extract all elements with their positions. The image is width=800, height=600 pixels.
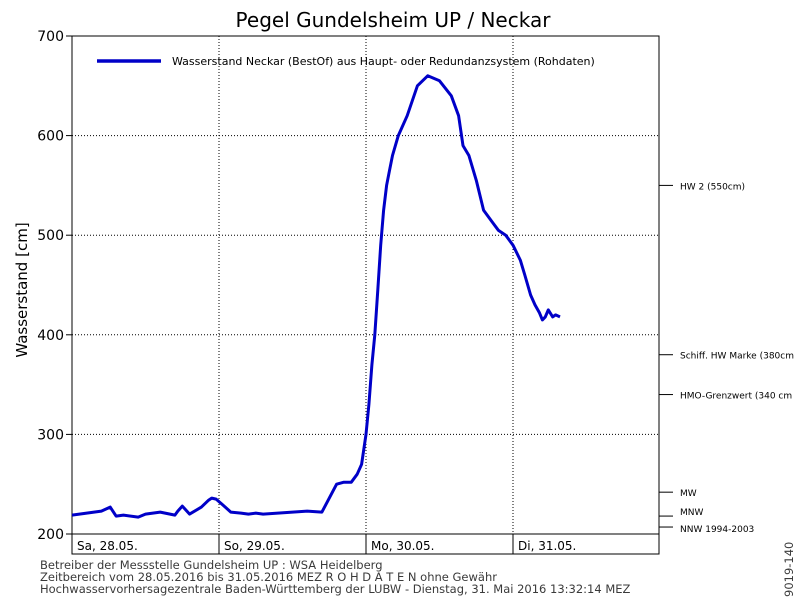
reference-label: HW 2 (550cm) (680, 182, 745, 192)
reference-label: Schiff. HW Marke (380cm (680, 352, 794, 362)
reference-label: MW (680, 489, 697, 499)
y-tick-label: 600 (37, 129, 64, 145)
y-tick-label: 700 (37, 29, 64, 45)
footer-side-code: 9019-140 (782, 542, 796, 597)
series-line (71, 74, 561, 519)
x-day-label: Mo, 30.05. (371, 539, 435, 553)
y-tick-label: 500 (37, 228, 64, 244)
footer-line-1: Betreiber der Messstelle Gundelsheim UP … (40, 558, 383, 572)
footer-line-3: Hochwasservorhersagezentrale Baden-Württ… (40, 582, 631, 596)
y-tick-label: 300 (37, 427, 64, 443)
y-tick-label: 200 (37, 527, 64, 543)
x-day-label: So, 29.05. (224, 539, 285, 553)
grid-lines (72, 36, 659, 554)
legend: Wasserstand Neckar (BestOf) aus Haupt- o… (97, 55, 595, 68)
reference-label: NNW 1994-2003 (680, 525, 754, 535)
series-water-level (71, 74, 561, 519)
y-axis-label: Wasserstand [cm] (13, 222, 31, 357)
reference-levels: HW 2 (550cm) Schiff. HW Marke (380cm HMO-G… (659, 182, 794, 535)
y-tick-label: 400 (37, 328, 64, 344)
plot-frame (71, 35, 660, 555)
y-axis-ticks: 200 300 400 500 600 700 (37, 29, 72, 543)
x-axis-day-labels: Sa, 28.05. So, 29.05. Mo, 30.05. Di, 31.05. (77, 539, 576, 553)
footer-line-2: Zeitbereich vom 28.05.2016 bis 31.05.201… (40, 570, 497, 584)
reference-label: MNW (680, 508, 703, 518)
x-day-label: Sa, 28.05. (77, 539, 138, 553)
chart-title: Pegel Gundelsheim UP / Neckar (236, 8, 552, 32)
legend-label: Wasserstand Neckar (BestOf) aus Haupt- o… (172, 55, 595, 68)
x-day-label: Di, 31.05. (518, 539, 576, 553)
reference-label: HMO-Grenzwert (340 cm (680, 392, 792, 402)
